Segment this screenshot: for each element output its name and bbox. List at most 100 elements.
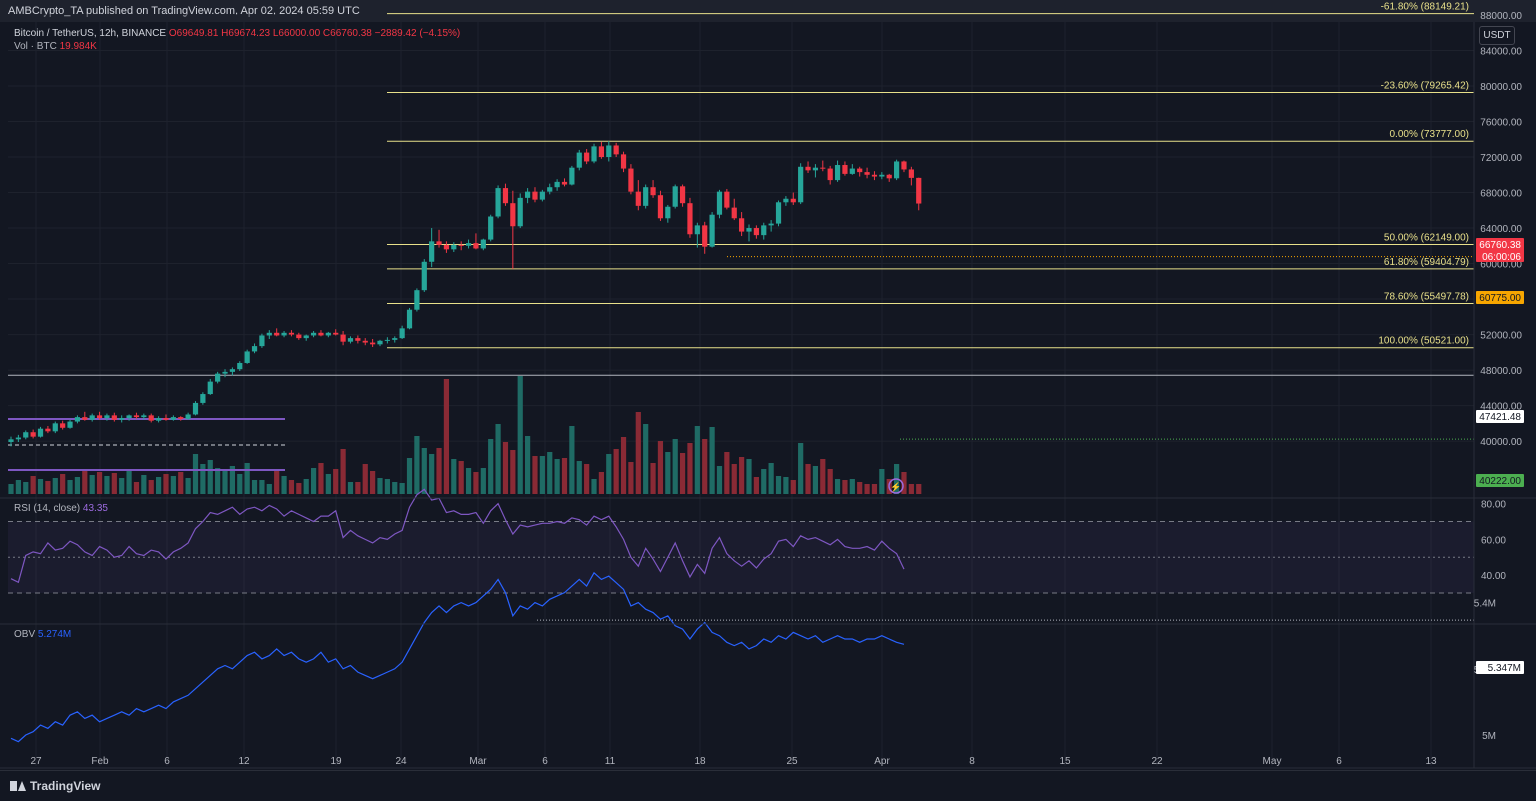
volume-bar bbox=[820, 459, 826, 494]
rsi-tick-label: 40.00 bbox=[1481, 571, 1506, 582]
candle-body bbox=[502, 188, 509, 204]
volume-bar bbox=[259, 480, 265, 494]
volume-bar bbox=[539, 456, 545, 494]
fib-level-label: 50.00% (62149.00) bbox=[1384, 232, 1469, 243]
volume-bar bbox=[45, 481, 51, 494]
candle-body bbox=[215, 373, 221, 382]
symbol-legend[interactable]: Bitcoin / TetherUS, 12h, BINANCE O69649.… bbox=[14, 28, 460, 39]
volume-bar bbox=[901, 472, 907, 494]
volume-bar bbox=[251, 480, 258, 494]
candle-body bbox=[377, 340, 383, 345]
volume-bar bbox=[333, 469, 339, 494]
volume-bar bbox=[716, 466, 723, 494]
candle-body bbox=[857, 168, 863, 173]
candle-body bbox=[753, 228, 759, 236]
volume-bar bbox=[458, 461, 464, 494]
time-tick-label: 6 bbox=[1336, 756, 1342, 767]
volume-bar bbox=[362, 464, 368, 494]
candle-body bbox=[141, 415, 147, 418]
candle-body bbox=[392, 338, 398, 340]
candle-body bbox=[569, 167, 575, 185]
time-axis: 27 Feb 6 12 19 24 Mar 6 11 18 25 Apr 8 15 22 May 6 13 bbox=[30, 756, 1437, 767]
candle-body bbox=[672, 186, 678, 207]
volume-bar bbox=[237, 474, 243, 494]
candle-body bbox=[82, 417, 88, 420]
volume-bar bbox=[871, 484, 878, 494]
price-tick-label: 68000.00 bbox=[1480, 189, 1522, 200]
volume-legend[interactable]: Vol · BTC 19.984K bbox=[14, 41, 97, 52]
volume-bar bbox=[340, 449, 346, 494]
obv-legend[interactable]: OBV 5.274M bbox=[14, 629, 71, 640]
candle-body bbox=[266, 332, 272, 336]
rsi-tick-label: 60.00 bbox=[1481, 535, 1506, 546]
volume-bar bbox=[709, 427, 715, 494]
price-tick-label: 76000.00 bbox=[1480, 118, 1522, 129]
volume-bar bbox=[8, 484, 14, 494]
candle-body bbox=[45, 428, 51, 432]
volume-bar bbox=[916, 484, 922, 494]
candle-body bbox=[790, 198, 796, 203]
volume-bar bbox=[355, 482, 361, 494]
volume-marker-glyph: ⚡ bbox=[890, 481, 901, 493]
candle-body bbox=[229, 369, 235, 372]
candle-body bbox=[812, 167, 819, 171]
volume-bar bbox=[207, 460, 213, 494]
candle-body bbox=[620, 154, 627, 169]
candle-body bbox=[606, 145, 612, 158]
candle-body bbox=[89, 415, 95, 420]
white-price-tag-text: 47421.48 bbox=[1479, 412, 1521, 423]
volume-bar bbox=[170, 476, 176, 494]
candle-body bbox=[886, 174, 892, 179]
time-tick-label: 24 bbox=[395, 756, 407, 767]
volume-bar bbox=[746, 459, 752, 494]
candle-body bbox=[783, 198, 789, 203]
candle-body bbox=[133, 415, 140, 418]
candle-body bbox=[222, 371, 228, 374]
tradingview-logo[interactable]: TradingView bbox=[10, 779, 100, 793]
currency-button[interactable]: USDT bbox=[1479, 26, 1515, 45]
candle-body bbox=[547, 187, 553, 192]
volume-bar bbox=[694, 426, 700, 494]
volume-bar bbox=[215, 468, 221, 494]
time-tick-label: 12 bbox=[238, 756, 250, 767]
volume-label: Vol · BTC bbox=[14, 41, 57, 52]
obv-line bbox=[10, 571, 905, 743]
rsi-legend[interactable]: RSI (14, close) 43.35 bbox=[14, 503, 108, 514]
candle-body bbox=[8, 439, 14, 442]
candle-body bbox=[384, 339, 390, 341]
white-price-tag-bg bbox=[1476, 410, 1524, 423]
pane-separators bbox=[0, 22, 1536, 769]
horizontal-lines bbox=[8, 256, 1474, 471]
volume-bar bbox=[702, 439, 708, 494]
time-tick-label: 11 bbox=[605, 756, 616, 767]
volume-bar bbox=[591, 479, 597, 494]
candle-body bbox=[842, 165, 848, 174]
last-price-tag-text: 66760.38 bbox=[1479, 240, 1521, 251]
obv-value: 5.274M bbox=[37, 629, 72, 640]
volume-bar bbox=[480, 468, 486, 494]
candle-body bbox=[687, 203, 693, 235]
price-tick-label: 40000.00 bbox=[1480, 437, 1522, 448]
candle-body bbox=[451, 244, 457, 250]
time-tick-label: 22 bbox=[1151, 756, 1163, 767]
volume-bar bbox=[392, 482, 398, 494]
volume-bar bbox=[436, 448, 442, 494]
candle-body bbox=[480, 239, 486, 249]
obv-tick-label: 5M bbox=[1482, 731, 1496, 742]
volume-bar bbox=[635, 412, 641, 494]
time-tick-label: 15 bbox=[1059, 756, 1071, 767]
volume-bar bbox=[222, 471, 228, 494]
volume-bar bbox=[104, 476, 110, 494]
time-tick-label: 6 bbox=[164, 756, 170, 767]
candle-body bbox=[355, 338, 361, 341]
candle-body bbox=[421, 261, 427, 291]
candle-body bbox=[879, 174, 885, 177]
volume-bar bbox=[576, 461, 582, 494]
volume-bar bbox=[325, 474, 331, 494]
candle-body bbox=[288, 332, 295, 335]
volume-bar bbox=[517, 376, 523, 494]
volume-bar bbox=[495, 424, 501, 494]
ohlc-values: O69649.81 H69674.23 L66000.00 C66760.38 … bbox=[168, 28, 461, 39]
